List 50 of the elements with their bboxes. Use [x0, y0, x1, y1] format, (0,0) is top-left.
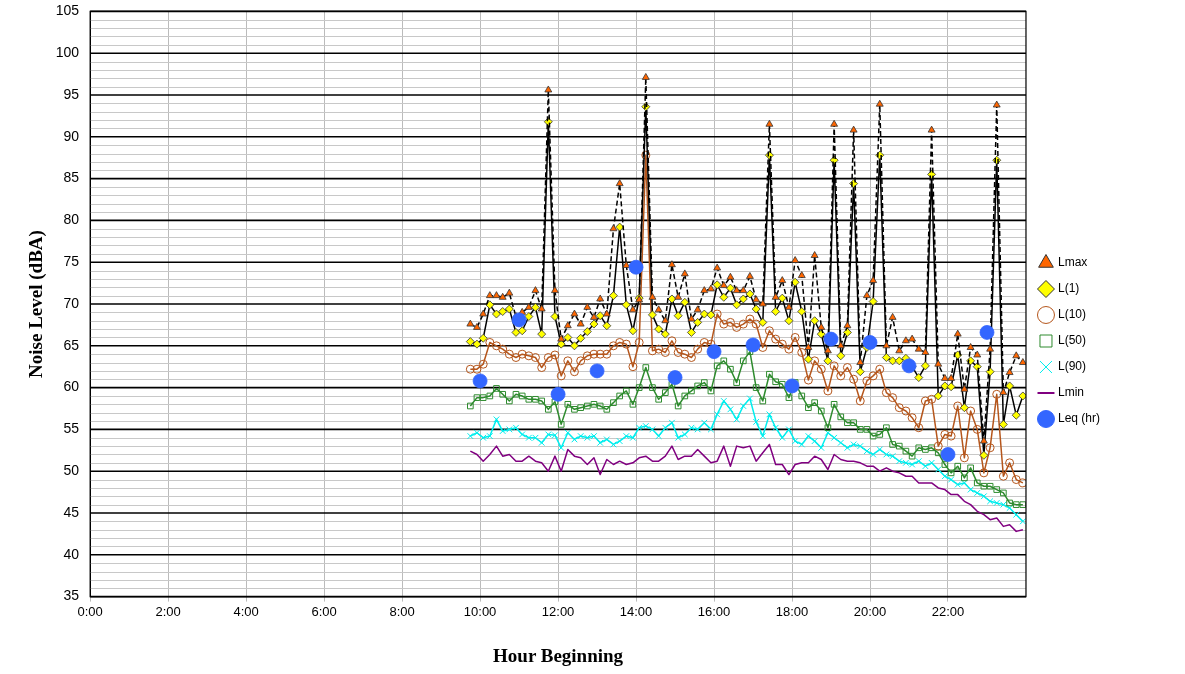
y-tick-label: 95: [63, 85, 80, 102]
y-tick-label: 55: [63, 420, 80, 437]
point: [472, 373, 488, 389]
x-tick-label: 12:00: [541, 603, 575, 619]
legend-label: L(10): [1057, 307, 1086, 322]
x-tick-label: 18:00: [775, 603, 809, 619]
x-tick-label: 2:00: [155, 603, 181, 619]
x-tick-label: 14:00: [619, 603, 653, 619]
y-tick-label: 100: [55, 44, 80, 61]
y-tick-label: 65: [63, 336, 80, 353]
point: [511, 312, 527, 328]
y-tick-label: 105: [55, 2, 80, 19]
point: [823, 331, 839, 347]
y-tick-label: 75: [63, 253, 80, 270]
point: [628, 259, 644, 275]
legend-label: L(1): [1057, 281, 1080, 296]
x-tick-label: 10:00: [463, 603, 497, 619]
y-tick-label: 90: [63, 127, 80, 144]
legend-label: Lmin: [1057, 385, 1084, 400]
point: [784, 378, 800, 394]
y-tick-label: 35: [63, 587, 80, 604]
y-tick-label: 45: [63, 503, 80, 520]
y-tick-label: 80: [63, 211, 80, 228]
point: [706, 344, 722, 360]
y-axis-title: Noise Level (dBA): [25, 230, 48, 378]
point: [745, 337, 761, 353]
point: [940, 447, 956, 462]
legend-label: Lmax: [1057, 255, 1088, 270]
x-axis-title: Hour Beginning: [493, 644, 624, 666]
x-tick-label: 22:00: [931, 603, 965, 619]
legend-label: Leq (hr): [1057, 411, 1101, 426]
legend-label: L(90): [1057, 359, 1086, 374]
x-tick-label: 20:00: [853, 603, 887, 619]
x-tick-label: 6:00: [311, 603, 337, 619]
x-tick-label: 16:00: [697, 603, 731, 619]
y-tick-label: 40: [63, 545, 80, 562]
point: [901, 358, 917, 374]
point: [589, 363, 605, 379]
y-tick-label: 50: [63, 462, 80, 479]
y-tick-label: 60: [63, 378, 80, 395]
legend-label: L(50): [1057, 333, 1086, 348]
point: [979, 325, 995, 340]
y-tick-label: 85: [63, 169, 80, 186]
x-tick-label: 4:00: [233, 603, 259, 619]
y-tick-label: 70: [63, 294, 80, 311]
x-tick-label: 8:00: [389, 603, 415, 619]
point: [862, 335, 878, 350]
point: [550, 386, 566, 402]
point: [667, 370, 683, 385]
x-tick-label: 0:00: [77, 603, 103, 619]
